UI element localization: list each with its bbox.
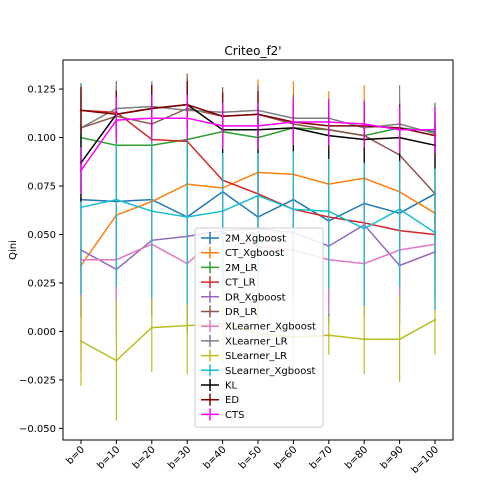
legend-item: CT_LR <box>201 276 256 289</box>
y-tick-label: −0.025 <box>19 375 56 386</box>
data-point <box>150 116 153 120</box>
legend: 2M_Xgboost CT_Xgboost 2M_LR CT_LR DR_Xgboost… <box>194 227 324 428</box>
legend-item: 2M_Xgboost <box>201 232 286 245</box>
data-point <box>398 208 401 211</box>
legend-item: DR_Xgboost <box>201 290 286 303</box>
legend-item: XLearner_Xgboost <box>201 320 316 333</box>
legend-label: DR_Xgboost <box>225 292 286 303</box>
data-point <box>186 116 189 120</box>
legend-item: KL <box>201 379 238 392</box>
x-tick-label: b=50 <box>237 444 264 471</box>
data-point <box>292 208 295 211</box>
data-point <box>186 324 189 327</box>
y-tick-label: 0.050 <box>27 230 56 241</box>
legend-label: XLearner_LR <box>225 336 288 347</box>
y-tick-label: 0.125 <box>27 85 56 96</box>
data-point <box>150 210 153 213</box>
legend-label: CT_LR <box>225 278 256 289</box>
data-point <box>79 169 83 172</box>
x-tick-label: b=70 <box>308 444 335 471</box>
data-point <box>221 124 224 128</box>
legend-item: ED <box>201 393 239 406</box>
x-axis: b=0 b=10 b=20 b=30 b=40 b=50 b=60 b=70 b=80 b=90 b… <box>64 440 441 476</box>
x-tick-label: b=30 <box>166 444 193 471</box>
x-tick-label: b=90 <box>379 444 406 471</box>
legend-label: DR_LR <box>225 307 257 318</box>
data-point <box>433 318 437 321</box>
legend-label: CT_Xgboost <box>225 248 284 259</box>
data-point <box>363 122 366 126</box>
legend-item: 2M_LR <box>201 261 258 274</box>
x-tick-label: b=0 <box>64 444 87 467</box>
legend-item: CT_Xgboost <box>201 246 284 259</box>
legend-label: SLearner_LR <box>225 351 287 362</box>
data-point <box>79 339 83 343</box>
data-point <box>115 359 118 362</box>
x-tick-label: b=10 <box>95 444 122 471</box>
legend-label: 2M_Xgboost <box>225 234 286 245</box>
legend-label: ED <box>225 395 239 406</box>
x-tick-label: b=60 <box>272 444 299 471</box>
data-point <box>256 124 260 128</box>
legend-label: XLearner_Xgboost <box>225 322 316 333</box>
y-tick-label: −0.050 <box>19 424 56 435</box>
data-point <box>363 337 366 341</box>
legend-label: CTS <box>225 410 244 421</box>
legend-item: XLearner_LR <box>201 334 288 347</box>
x-tick-label: b=20 <box>131 444 158 471</box>
data-point <box>79 109 83 112</box>
y-tick-label: 0.000 <box>27 327 56 338</box>
legend-item: CTS <box>201 408 244 421</box>
legend-label: KL <box>225 381 238 392</box>
y-axis: −0.050 −0.025 0.000 0.025 0.050 0.075 0.100 0.1… <box>19 85 63 435</box>
data-point <box>256 194 260 197</box>
legend-item: SLearner_LR <box>201 349 287 362</box>
y-tick-label: 0.075 <box>27 182 56 193</box>
data-point <box>221 210 224 213</box>
x-tick-label: b=40 <box>202 444 229 471</box>
series-cts <box>79 94 437 194</box>
data-point <box>79 206 83 209</box>
x-tick-label: b=80 <box>343 444 370 471</box>
data-point <box>115 118 118 122</box>
data-point <box>398 337 401 341</box>
data-point <box>433 231 437 234</box>
data-point <box>398 128 401 131</box>
chart-title: Criteo_f2' <box>224 44 281 58</box>
data-point <box>150 326 153 329</box>
x-tick-label: b=100 <box>409 444 441 476</box>
data-point <box>327 120 330 124</box>
data-point <box>115 198 118 201</box>
legend-label: 2M_LR <box>225 263 258 274</box>
legend-box <box>194 227 324 428</box>
data-point <box>186 215 189 219</box>
legend-item: DR_LR <box>201 305 257 318</box>
y-tick-label: 0.025 <box>27 278 56 289</box>
data-point <box>433 128 437 131</box>
y-tick-label: 0.100 <box>27 133 56 144</box>
data-point <box>327 334 330 337</box>
data-point <box>292 120 295 124</box>
data-point <box>327 210 330 213</box>
y-axis-label: Qini <box>8 240 19 260</box>
data-point <box>363 227 366 230</box>
legend-item: SLearner_Xgboost <box>201 364 316 377</box>
legend-label: SLearner_Xgboost <box>225 366 316 377</box>
